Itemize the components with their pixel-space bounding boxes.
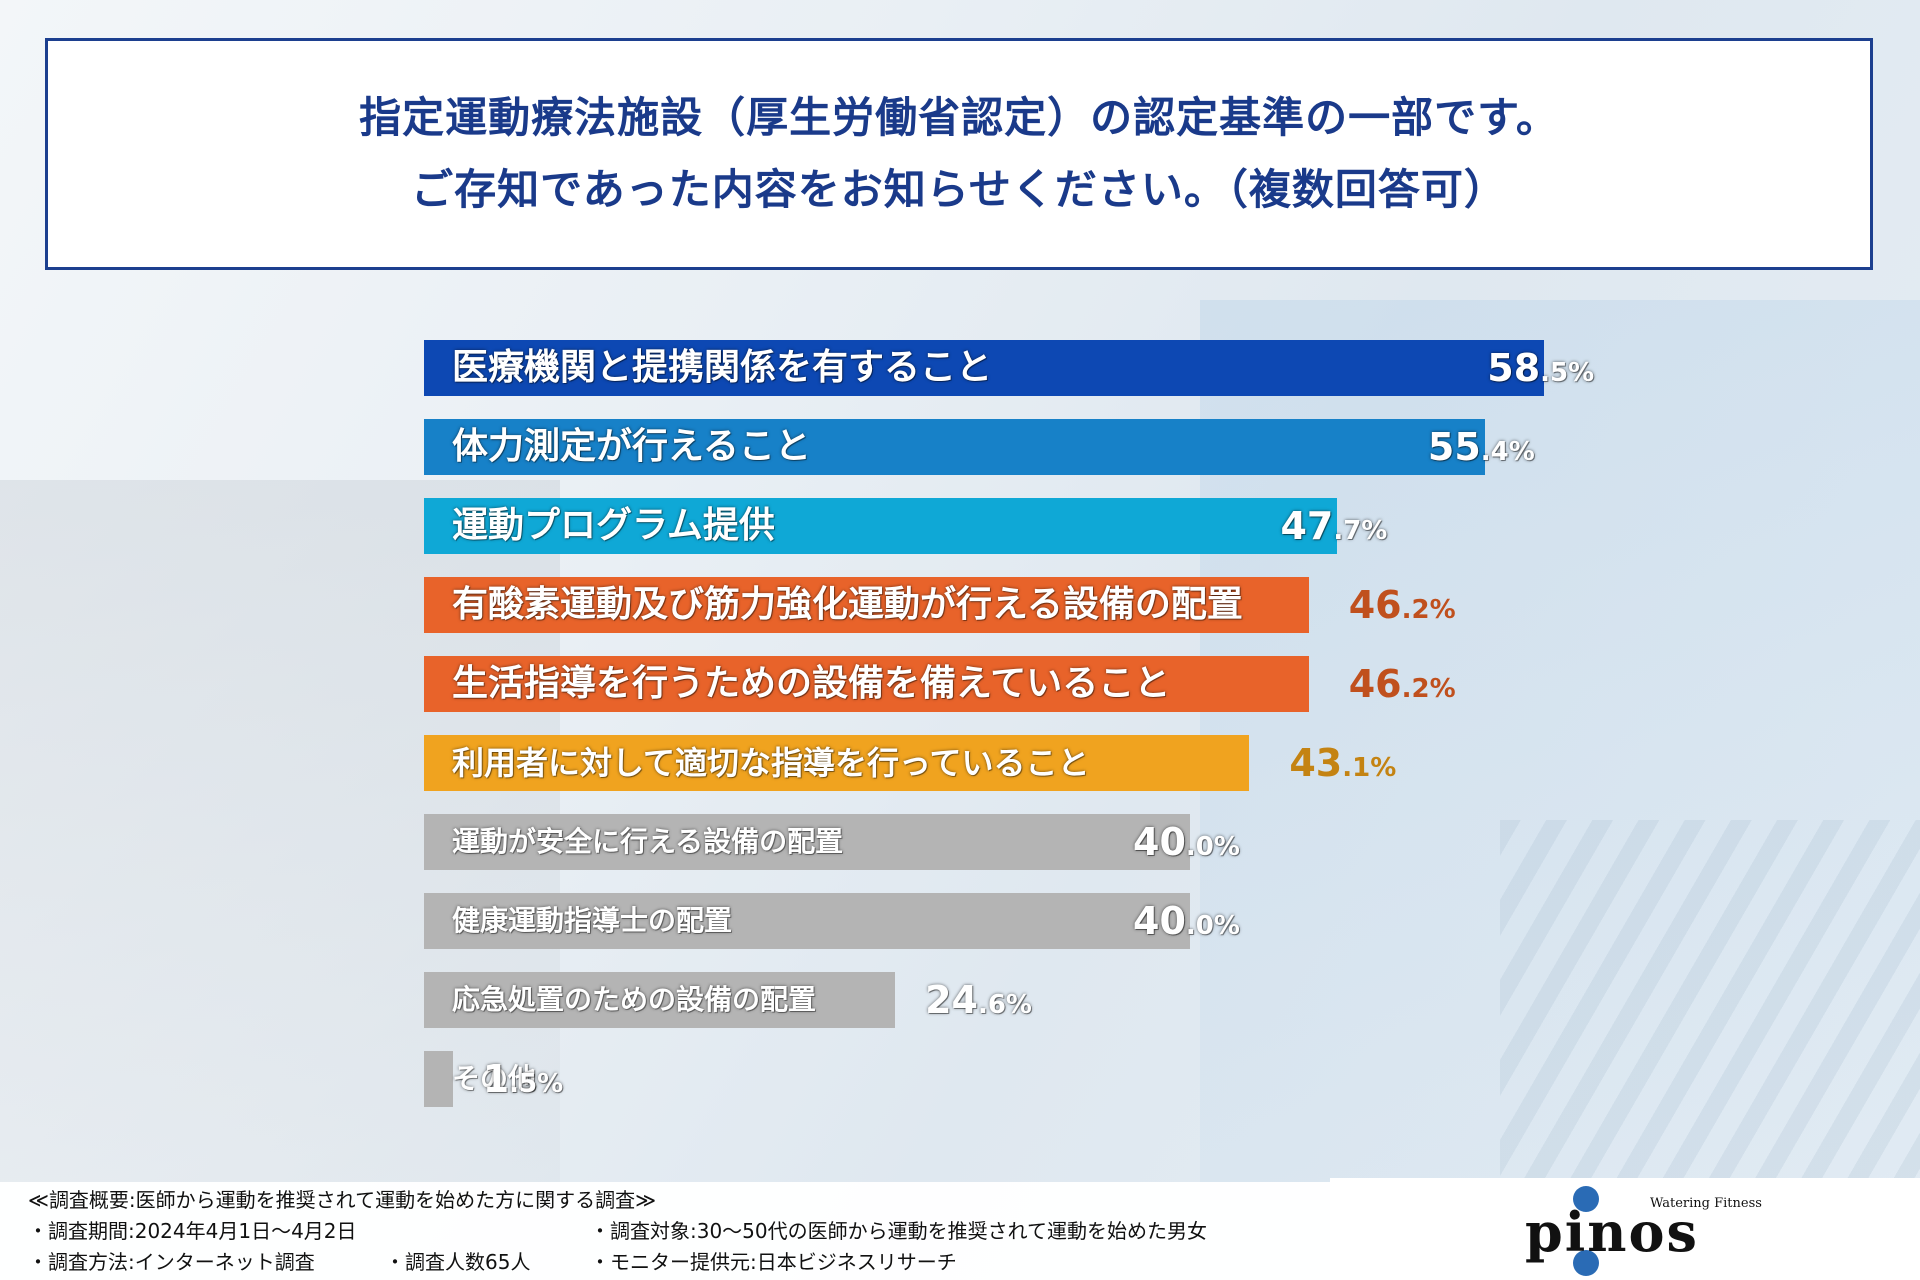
bar-1 [424, 340, 1545, 396]
bar-label-2: 体力測定が行えること [452, 426, 811, 467]
bar-5 [424, 656, 1309, 712]
bar-value-dec-1: .5% [1540, 358, 1595, 388]
logo-tagline: Watering Fitness [1650, 1196, 1762, 1211]
question-title-line-2: ご存知であった内容をお知らせください。（複数回答可） [411, 165, 1507, 214]
bar-value-label-10: 1.5% [483, 1057, 563, 1101]
bar-value-dec-6: .1% [1342, 753, 1397, 783]
bar-label-5: 生活指導を行うための設備を備えていること [452, 663, 1171, 704]
bar-value-dec-4: .2% [1401, 595, 1456, 625]
logo-dot-top [1573, 1186, 1599, 1212]
bar-value-dec-9: .6% [977, 990, 1032, 1020]
bar-label-10: その他 [452, 1062, 537, 1095]
bar-value-dec-3: .7% [1333, 516, 1388, 546]
question-title-line-1: 指定運動療法施設（厚生労働省認定）の認定基準の一部です。 [359, 93, 1559, 142]
bar-3 [424, 498, 1338, 554]
bar-value-int-3: 47 [1280, 504, 1334, 548]
bar-value-dec-5: .2% [1401, 674, 1456, 704]
bar-label-3: 運動プログラム提供 [452, 505, 775, 546]
bar-value-int-9: 24 [925, 978, 978, 1022]
bar-chart: 医療機関と提携関係を有すること 58.5% 体力測定が行えること 55.4% 運動プログ… [424, 340, 1594, 1107]
bar-value-dec-7: .0% [1185, 832, 1240, 862]
bar-label-1: 医療機関と提携関係を有すること [452, 347, 993, 388]
survey-target: ・調査対象:30～50代の医師から運動を推奨されて運動を始めた男女 [590, 1219, 1208, 1243]
bar-10 [424, 1051, 453, 1107]
bar-value-int-2: 55 [1427, 425, 1481, 469]
bar-value-label-4: 46.2% [1349, 583, 1456, 627]
survey-count: ・調査人数65人 [385, 1250, 531, 1274]
bar-8 [424, 893, 1190, 949]
bar-value-label-2: 55.4% [1428, 425, 1535, 469]
bar-9 [424, 972, 896, 1028]
survey-period: ・調査期間:2024年4月1日～4月2日 [28, 1219, 357, 1243]
bar-value-int-1: 58 [1487, 346, 1541, 390]
bar-2 [424, 419, 1485, 475]
bar-value-int-8: 40 [1133, 899, 1186, 943]
survey-overview-heading: ≪調査概要:医師から運動を推奨されて運動を始めた方に関する調査≫ [28, 1188, 657, 1212]
question-title-box: 指定運動療法施設（厚生労働省認定）の認定基準の一部です。 ご存知であった内容をお… [45, 38, 1873, 270]
logo-dot-bottom [1573, 1250, 1599, 1276]
pinos-logo: pinos Watering Fitness [1330, 1178, 1920, 1280]
logo-wordmark: pinos [1525, 1200, 1699, 1264]
bar-label-4: 有酸素運動及び筋力強化運動が行える設備の配置 [452, 584, 1243, 625]
bar-4 [424, 577, 1309, 633]
bar-value-int-4: 46 [1348, 583, 1402, 627]
bar-value-label-6: 43.1% [1289, 741, 1396, 785]
survey-overview: ≪調査概要:医師から運動を推奨されて運動を始めた方に関する調査≫ ・調査期間:2… [0, 1182, 1330, 1280]
bar-value-label-9: 24.6% [925, 978, 1032, 1022]
bar-value-label-1: 58.5% [1487, 346, 1594, 390]
survey-monitor: ・モニター提供元:日本ビジネスリサーチ [590, 1250, 957, 1274]
bar-label-7: 運動が安全に行える設備の配置 [452, 825, 844, 858]
bar-value-dec-10: .5% [509, 1069, 564, 1099]
bar-value-dec-8: .0% [1185, 911, 1240, 941]
bar-6 [424, 735, 1250, 791]
bar-value-int-6: 43 [1289, 741, 1343, 785]
bar-value-int-10: 1 [482, 1057, 510, 1101]
bar-value-label-8: 40.0% [1133, 899, 1240, 943]
bar-value-dec-2: .4% [1480, 437, 1535, 467]
bar-label-8: 健康運動指導士の配置 [452, 904, 733, 937]
bar-value-label-3: 47.7% [1280, 504, 1387, 548]
bar-label-6: 利用者に対して適切な指導を行っていること [452, 744, 1090, 782]
bar-value-int-7: 40 [1133, 820, 1186, 864]
bar-value-label-5: 46.2% [1349, 662, 1456, 706]
bar-label-9: 応急処置のための設備の配置 [452, 983, 817, 1016]
survey-method: ・調査方法:インターネット調査 [28, 1250, 315, 1274]
bar-7 [424, 814, 1190, 870]
bar-value-label-7: 40.0% [1133, 820, 1240, 864]
bar-value-int-5: 46 [1348, 662, 1402, 706]
